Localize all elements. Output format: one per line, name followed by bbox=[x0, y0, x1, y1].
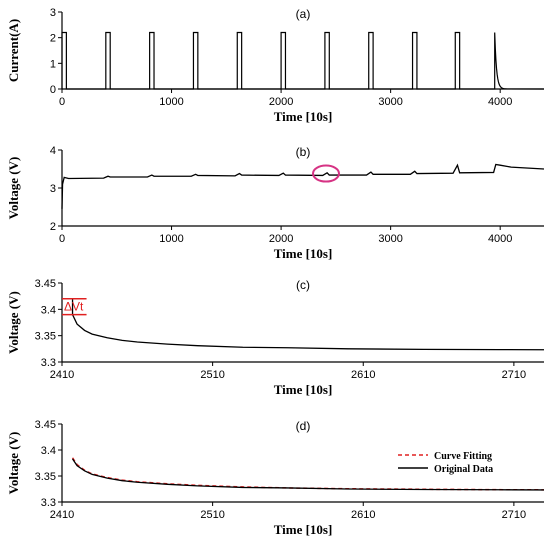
y-tick-label: 3.4 bbox=[41, 445, 56, 457]
x-axis-label: Time [10s] bbox=[274, 109, 333, 124]
y-axis-label: Current(A) bbox=[6, 19, 21, 82]
legend-label: Original Data bbox=[434, 464, 493, 475]
x-tick-label: 1000 bbox=[159, 96, 183, 108]
y-axis-label: Voltage (V) bbox=[6, 432, 21, 495]
panel-title: (b) bbox=[296, 145, 311, 159]
y-tick-label: 2 bbox=[50, 221, 56, 233]
voltage-series-line bbox=[62, 298, 545, 351]
x-tick-label: 2710 bbox=[502, 509, 526, 521]
x-tick-label: 2410 bbox=[50, 509, 74, 521]
y-tick-label: 2 bbox=[50, 33, 56, 45]
x-axis-label: Time [10s] bbox=[274, 522, 333, 537]
y-tick-label: 3.45 bbox=[35, 419, 56, 431]
original-data-line bbox=[71, 458, 545, 491]
x-tick-label: 2510 bbox=[200, 509, 224, 521]
y-axis-label: Voltage (V) bbox=[6, 157, 21, 220]
x-axis-label: Time [10s] bbox=[274, 246, 333, 261]
y-tick-label: 3.3 bbox=[41, 497, 56, 509]
x-tick-label: 1000 bbox=[159, 233, 183, 245]
x-tick-label: 2610 bbox=[351, 509, 375, 521]
y-tick-label: 3.35 bbox=[35, 331, 56, 343]
x-tick-label: 2710 bbox=[502, 369, 526, 381]
voltage-series-line bbox=[61, 163, 545, 209]
x-tick-label: 2000 bbox=[269, 233, 293, 245]
y-tick-label: 4 bbox=[50, 145, 56, 157]
y-tick-label: 3.3 bbox=[41, 357, 56, 369]
panel-title: (d) bbox=[296, 419, 311, 433]
x-tick-label: 4000 bbox=[488, 96, 512, 108]
x-tick-label: 3000 bbox=[378, 233, 402, 245]
x-tick-label: 2000 bbox=[269, 96, 293, 108]
y-tick-label: 3 bbox=[50, 183, 56, 195]
x-tick-label: 0 bbox=[59, 96, 65, 108]
x-tick-label: 2410 bbox=[50, 369, 74, 381]
x-tick-label: 2610 bbox=[351, 369, 375, 381]
panel-title: (a) bbox=[296, 7, 311, 21]
highlight-ellipse bbox=[312, 164, 341, 183]
x-tick-label: 2510 bbox=[200, 369, 224, 381]
x-tick-label: 0 bbox=[59, 233, 65, 245]
y-tick-label: 1 bbox=[50, 58, 56, 70]
delta-vt-annotation: ΔVt bbox=[64, 300, 84, 314]
panel-title: (c) bbox=[296, 278, 310, 292]
y-axis-label: Voltage (V) bbox=[6, 291, 21, 354]
x-tick-label: 3000 bbox=[378, 96, 402, 108]
y-tick-label: 0 bbox=[50, 84, 56, 96]
y-tick-label: 3.35 bbox=[35, 471, 56, 483]
y-tick-label: 3 bbox=[50, 7, 56, 19]
x-tick-label: 4000 bbox=[488, 233, 512, 245]
x-axis-label: Time [10s] bbox=[274, 382, 333, 397]
legend-label: Curve Fitting bbox=[434, 451, 492, 462]
current-series-line bbox=[61, 31, 545, 90]
y-tick-label: 3.45 bbox=[35, 278, 56, 290]
y-tick-label: 3.4 bbox=[41, 304, 56, 316]
